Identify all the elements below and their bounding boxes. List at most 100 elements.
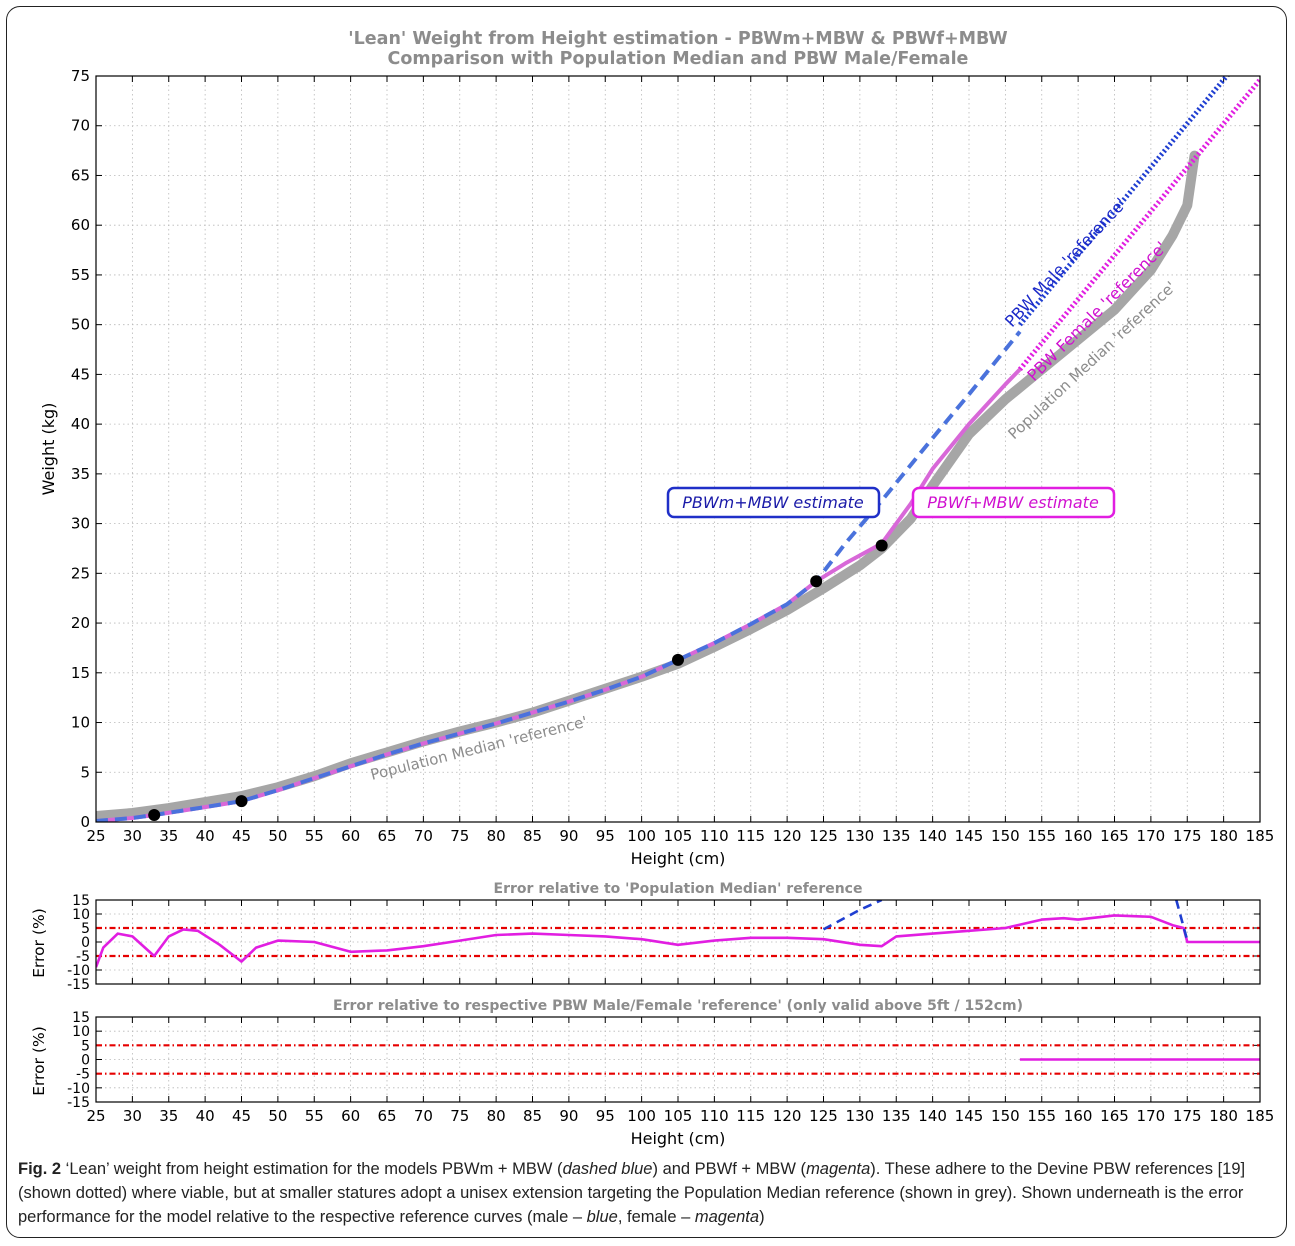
main-xtick-label-2: 35 xyxy=(159,827,178,845)
error-chart-pbw: Error relative to respective PBW Male/Fe… xyxy=(30,998,1274,1148)
main-ytick-label-13: 65 xyxy=(71,166,90,184)
error-chart-1-y-axis-label: Error (%) xyxy=(30,908,48,978)
annotation-pbwm-label: PBWm+MBW estimate xyxy=(682,493,864,512)
err2-xtick-label-31: 180 xyxy=(1209,1107,1238,1125)
main-ytick-label-14: 70 xyxy=(71,117,90,135)
err2-ytick-label-3: 0 xyxy=(81,1053,90,1069)
err2-xtick-label-14: 95 xyxy=(596,1107,615,1125)
main-axes-frame xyxy=(95,75,1261,823)
caption-text: ‘Lean’ weight from height estimation for… xyxy=(18,1160,1245,1226)
annotation-pbwf-box xyxy=(911,486,1116,519)
figure-charts: 'Lean' Weight from Height estimation - P… xyxy=(30,29,1274,1148)
caption-part-0: ‘Lean’ weight from height estimation for… xyxy=(61,1160,563,1178)
err1-ytick-label-5: 10 xyxy=(72,907,90,923)
caption-part-7: magenta xyxy=(694,1208,760,1226)
err1-series-0 xyxy=(96,914,1260,968)
main-xtick-label-16: 105 xyxy=(664,827,693,845)
main-xtick-label-32: 185 xyxy=(1246,827,1275,845)
error-chart-2-title: Error relative to respective PBW Male/Fe… xyxy=(333,998,1023,1014)
error-chart-1-title: Error relative to 'Population Median' re… xyxy=(494,881,863,897)
main-xtick-label-27: 160 xyxy=(1064,827,1093,845)
main-plot-area xyxy=(96,76,1260,822)
figure-caption: Fig. 2 ‘Lean’ weight from height estimat… xyxy=(18,1157,1280,1229)
main-xtick-label-23: 140 xyxy=(918,827,947,845)
err2-xtick-label-1: 30 xyxy=(123,1107,142,1125)
err2-xtick-label-23: 140 xyxy=(918,1107,947,1125)
err2-xtick-label-10: 75 xyxy=(450,1107,469,1125)
main-xtick-label-1: 30 xyxy=(123,827,142,845)
main-xtick-label-26: 155 xyxy=(1027,827,1056,845)
main-xtick-label-31: 180 xyxy=(1209,827,1238,845)
err2-xtick-label-18: 115 xyxy=(736,1107,765,1125)
err1-axes-frame xyxy=(95,899,1261,985)
caption-part-1: dashed blue xyxy=(562,1160,653,1178)
main-xtick-label-12: 85 xyxy=(523,827,542,845)
err2-xtick-label-4: 45 xyxy=(232,1107,251,1125)
main-xtick-label-25: 150 xyxy=(991,827,1020,845)
err2-ytick-label-1: -10 xyxy=(67,1081,90,1097)
main-xtick-label-22: 135 xyxy=(882,827,911,845)
err2-xtick-label-30: 175 xyxy=(1173,1107,1202,1125)
err2-xtick-label-11: 80 xyxy=(487,1107,506,1125)
err1-ytick-label-6: 15 xyxy=(72,893,90,909)
err2-xtick-label-9: 70 xyxy=(414,1107,433,1125)
main-ytick-label-12: 60 xyxy=(71,216,90,234)
main-xtick-label-8: 65 xyxy=(377,827,396,845)
error-chart-2-x-axis-label: Height (cm) xyxy=(631,1129,726,1148)
knot-point-0 xyxy=(148,809,161,822)
err2-xtick-label-12: 85 xyxy=(523,1107,542,1125)
err2-xtick-label-5: 50 xyxy=(268,1107,287,1125)
series-pbwm-mbw-estimate xyxy=(96,330,1022,822)
err2-xtick-label-26: 155 xyxy=(1027,1107,1056,1125)
main-xtick-label-3: 40 xyxy=(196,827,215,845)
err1-ytick-label-3: 0 xyxy=(81,935,90,951)
figure-frame xyxy=(6,6,1287,1238)
figure-label: Fig. 2 xyxy=(18,1160,62,1178)
annotation-pbwm-box xyxy=(666,486,881,519)
main-ytick-label-3: 15 xyxy=(71,664,90,682)
series-pbw-female-reference xyxy=(1017,76,1260,371)
main-xtick-label-15: 100 xyxy=(627,827,656,845)
err2-xtick-label-24: 145 xyxy=(955,1107,984,1125)
err2-xtick-label-17: 110 xyxy=(700,1107,729,1125)
err2-xtick-label-28: 165 xyxy=(1100,1107,1129,1125)
main-xtick-label-17: 110 xyxy=(700,827,729,845)
err2-xtick-label-25: 150 xyxy=(991,1107,1020,1125)
err2-ytick-label-4: 5 xyxy=(81,1038,90,1054)
main-xtick-label-19: 120 xyxy=(773,827,802,845)
caption-part-2: ) and PBWf + MBW ( xyxy=(652,1160,807,1178)
err2-xtick-label-8: 65 xyxy=(377,1107,396,1125)
series-population-median xyxy=(96,150,1200,821)
main-ytick-label-1: 5 xyxy=(80,763,90,781)
series-pbw-male-reference xyxy=(1017,76,1230,327)
main-ytick-label-4: 20 xyxy=(71,614,90,632)
main-xtick-label-13: 90 xyxy=(559,827,578,845)
main-ytick-label-0: 0 xyxy=(80,813,90,831)
err2-ytick-label-0: -15 xyxy=(67,1095,90,1111)
main-xtick-label-21: 130 xyxy=(846,827,875,845)
caption-part-6: , female – xyxy=(617,1208,695,1226)
knot-point-2 xyxy=(672,653,684,666)
main-title-line-1: Comparison with Population Median and PB… xyxy=(388,49,969,69)
err2-ytick-label-6: 15 xyxy=(72,1010,90,1026)
err2-xtick-label-19: 120 xyxy=(773,1107,802,1125)
err2-xtick-label-22: 135 xyxy=(882,1107,911,1125)
main-xtick-label-7: 60 xyxy=(341,827,360,845)
caption-part-5: blue xyxy=(586,1208,618,1226)
err2-ytick-label-5: 10 xyxy=(72,1024,90,1040)
err1-ytick-label-2: -5 xyxy=(76,949,90,965)
err2-xtick-label-20: 125 xyxy=(809,1107,838,1125)
err2-xtick-label-29: 170 xyxy=(1137,1107,1166,1125)
main-ytick-label-7: 35 xyxy=(71,465,90,483)
error-chart-population-median: Error relative to 'Population Median' re… xyxy=(30,881,1261,993)
main-chart: 'Lean' Weight from Height estimation - P… xyxy=(39,29,1274,868)
err2-ytick-label-2: -5 xyxy=(76,1067,90,1083)
main-xtick-label-11: 80 xyxy=(487,827,506,845)
main-xtick-label-29: 170 xyxy=(1137,827,1166,845)
err1-series-2 xyxy=(1175,900,1189,941)
err1-series-1 xyxy=(822,900,883,931)
main-xtick-label-10: 75 xyxy=(450,827,469,845)
main-xtick-label-9: 70 xyxy=(414,827,433,845)
knot-point-3 xyxy=(810,575,823,588)
err2-xtick-label-15: 100 xyxy=(627,1107,656,1125)
